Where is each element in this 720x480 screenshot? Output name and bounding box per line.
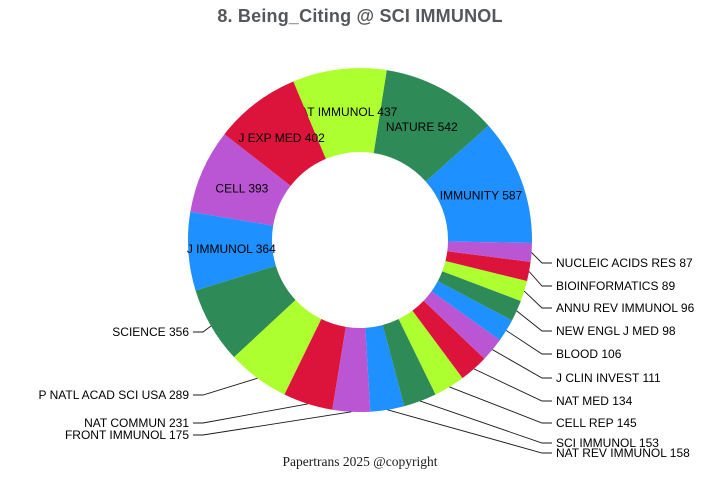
slice-label-front-immunol: FRONT IMMUNOL 175 [65, 428, 189, 442]
slice-label-bioinformatics: BIOINFORMATICS 89 [556, 279, 675, 293]
leader-line-science [193, 325, 212, 333]
slice-label-nat-commun: NAT COMMUN 231 [84, 416, 189, 430]
slice-label-blood: BLOOD 106 [556, 347, 622, 361]
pie-slice-immunity [425, 125, 532, 243]
pie-slice-front-immunol [332, 326, 371, 413]
pie-slice-science [195, 265, 296, 358]
leader-line-front-immunol [193, 411, 352, 436]
slice-label-sci-immunol: SCI IMMUNOL 153 [556, 436, 659, 450]
pie-slice-nature [373, 70, 489, 182]
slice-label-j-exp-med: J EXP MED 402 [238, 131, 325, 145]
pie-slice-nucleic-acids-res [447, 241, 532, 262]
copyright-note: Papertrans 2025 @copyright [282, 454, 438, 469]
leader-line-nat-commun [193, 403, 308, 424]
chart-title: 8. Being_Citing @ SCI IMMUNOL [217, 6, 503, 26]
leader-line-nat-rev-immunol [387, 409, 552, 454]
pie-slice-new-engl-j-med [437, 271, 521, 321]
leader-line-cell-rep [449, 386, 552, 424]
pie-slice-nat-rev-immunol [365, 325, 405, 412]
leader-line-nucleic-acids-res [531, 252, 552, 264]
slice-label-j-immunol: J IMMUNOL 364 [187, 242, 276, 256]
pie-slice-sci-immunol [382, 319, 436, 407]
pie-slice-blood [431, 281, 513, 341]
pie-slice-nat-commun [284, 319, 346, 410]
slice-label-science: SCIENCE 356 [112, 325, 189, 339]
leader-line-j-clin-invest [492, 349, 552, 379]
leader-line-new-engl-j-med [516, 310, 552, 332]
slice-label-nature: NATURE 542 [386, 120, 458, 134]
slice-label-p-natl-acad-sci-usa: P NATL ACAD SCI USA 289 [38, 388, 189, 402]
pie-slice-nat-immunol [293, 68, 387, 159]
leader-line-p-natl-acad-sci-usa [193, 377, 258, 396]
slice-label-nucleic-acids-res: NUCLEIC ACIDS RES 87 [556, 256, 693, 270]
pie-slice-bioinformatics [445, 251, 531, 282]
slice-label-cell: CELL 393 [215, 181, 268, 195]
leader-line-sci-immunol [420, 400, 552, 444]
slice-label-immunity: IMMUNITY 587 [440, 188, 523, 202]
pie-slice-cell [190, 134, 291, 226]
pie-slice-j-immunol [188, 211, 276, 291]
pie-slice-p-natl-acad-sci-usa [234, 299, 322, 395]
leader-line-bioinformatics [528, 271, 552, 287]
pie-slice-annu-rev-immunol [442, 260, 528, 301]
leader-line-nat-med [473, 368, 552, 402]
slice-label-new-engl-j-med: NEW ENGL J MED 98 [556, 324, 676, 338]
pie-slice-j-clin-invest [423, 291, 500, 359]
pie-slice-cell-rep [398, 310, 463, 395]
pie-slice-nat-med [412, 300, 485, 379]
slice-label-j-clin-invest: J CLIN INVEST 111 [556, 371, 661, 385]
slice-label-nat-med: NAT MED 134 [556, 394, 633, 408]
leader-line-annu-rev-immunol [523, 290, 552, 309]
slice-label-nat-rev-immunol: NAT REV IMMUNOL 158 [556, 446, 690, 460]
slice-label-cell-rep: CELL REP 145 [556, 416, 637, 430]
slice-label-annu-rev-immunol: ANNU REV IMMUNOL 96 [556, 301, 695, 315]
slice-label-nat-immunol: NAT IMMUNOL 437 [291, 105, 397, 119]
leader-line-blood [506, 330, 552, 355]
pie-slice-j-exp-med [224, 81, 326, 186]
